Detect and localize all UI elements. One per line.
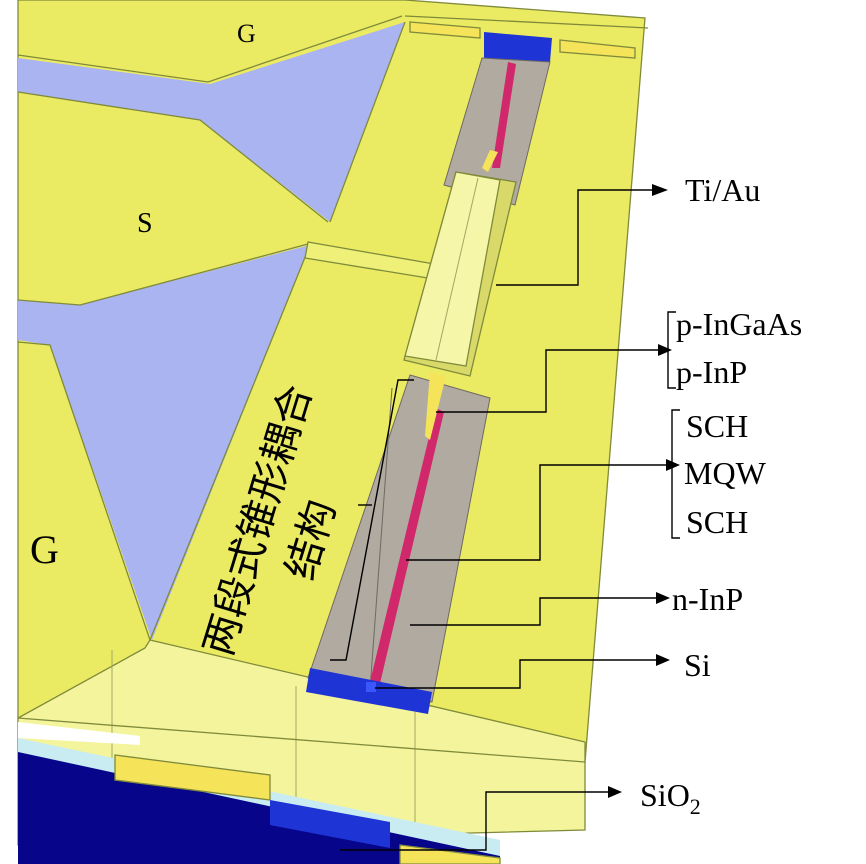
taper-bracket <box>330 379 414 661</box>
upper-mqw-taper <box>492 62 516 168</box>
leader-ti-au <box>496 189 652 286</box>
leader-p-layers <box>436 349 658 413</box>
label-ti-au: Ti/Au <box>685 172 760 208</box>
region-label-s: S <box>137 208 153 239</box>
label-n-inp: n-InP <box>672 581 743 617</box>
lower-p-taper <box>425 372 446 440</box>
lower-gap <box>18 245 310 640</box>
bottom-white-band <box>18 722 140 745</box>
upper-gap <box>18 22 405 222</box>
label-sch-top: SCH <box>686 408 748 444</box>
leader-sio2 <box>340 791 608 851</box>
top-pad-left <box>409 21 481 39</box>
brace-p-layers <box>667 311 676 389</box>
bottom-si-strip <box>270 800 390 848</box>
label-sch-bottom: SCH <box>686 504 748 540</box>
label-mqw: MQW <box>684 455 767 491</box>
label-sio2: SiO2 <box>640 777 701 819</box>
label-sio2-subscript: 2 <box>690 794 701 819</box>
upper-mesa <box>443 57 551 206</box>
leader-si <box>375 659 656 689</box>
label-sio2-base: SiO <box>640 777 690 813</box>
upper-p-taper <box>482 150 498 172</box>
leader-active <box>406 464 666 561</box>
top-pad-right <box>559 39 636 59</box>
leader-n-inp <box>410 597 656 626</box>
lower-mqw-taper <box>368 408 444 692</box>
label-p-inp: p-InP <box>676 354 747 390</box>
label-si: Si <box>684 647 711 683</box>
ti-au-bridge-top <box>404 171 501 367</box>
label-p-ingaas: p-InGaAs <box>676 306 802 342</box>
brace-active-layers <box>671 409 680 539</box>
region-label-g-top: G <box>237 19 256 48</box>
top-si-block <box>484 32 552 62</box>
region-label-g-left: G <box>30 527 59 572</box>
